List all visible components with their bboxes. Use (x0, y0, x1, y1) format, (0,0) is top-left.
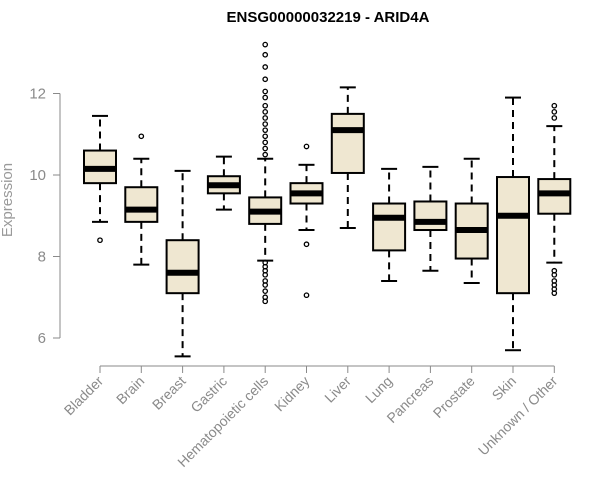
outlier-point (303, 143, 310, 150)
outlier-point (262, 115, 269, 121)
x-tick-label: Bladder (61, 373, 107, 419)
outlier-point (262, 102, 269, 109)
outlier-point (138, 133, 145, 140)
box-kidney (289, 143, 324, 299)
box-body (165, 239, 200, 295)
box-unknown-other (537, 102, 572, 297)
y-axis: 6 8 10 12 (29, 86, 61, 347)
x-tick-label: Lung (362, 373, 395, 406)
x-tick-label: Breast (149, 373, 189, 413)
outlier-point (551, 290, 558, 297)
outlier-point (303, 292, 310, 299)
boxes-group (83, 41, 572, 358)
y-tick-label: 10 (29, 167, 46, 184)
box-body (124, 186, 159, 223)
x-tick-label: Prostate (430, 373, 478, 421)
outlier-point (262, 294, 269, 301)
outlier-point (262, 151, 269, 158)
outlier-point (262, 41, 269, 48)
box-body (372, 202, 407, 252)
outlier-point (262, 127, 269, 134)
outlier-point (262, 121, 269, 127)
box-brain (124, 133, 159, 266)
box-prostate (454, 157, 489, 284)
outlier-point (262, 278, 269, 284)
outlier-point (262, 108, 269, 115)
outlier-point (551, 271, 558, 278)
chart-title: ENSG00000032219 - ARID4A (227, 9, 430, 26)
y-tick-label: 6 (38, 330, 46, 347)
outlier-point (262, 139, 269, 146)
x-tick-label: Skin (489, 373, 520, 404)
outlier-point (262, 76, 269, 83)
box-hematopoietic-cells (248, 41, 283, 305)
x-tick-label: Liver (321, 373, 354, 406)
y-axis-label: Expression (0, 163, 16, 237)
box-breast (165, 169, 200, 358)
box-gastric (206, 155, 241, 211)
y-tick-label: 8 (38, 249, 46, 266)
box-lung (372, 167, 407, 282)
outlier-point (551, 102, 558, 109)
outlier-point (551, 115, 558, 121)
outlier-point (262, 288, 269, 294)
outlier-point (97, 237, 103, 244)
outlier-point (303, 241, 310, 248)
box-body (330, 112, 365, 174)
outlier-point (262, 259, 269, 266)
box-liver (330, 86, 365, 229)
outlier-point (262, 133, 269, 140)
outlier-point (262, 145, 269, 152)
box-body (537, 178, 572, 215)
box-body (413, 200, 448, 232)
y-tick-label: 12 (29, 86, 46, 103)
outlier-point (551, 108, 558, 115)
outlier-point (262, 64, 269, 70)
box-skin (496, 96, 530, 352)
outlier-point (262, 88, 269, 95)
outlier-point (262, 51, 269, 58)
x-tick-label: Brain (113, 373, 147, 407)
outlier-point (262, 94, 269, 101)
box-bladder (83, 114, 117, 244)
box-body (496, 176, 530, 295)
box-pancreas (413, 165, 448, 272)
x-tick-label: Kidney (271, 373, 313, 415)
